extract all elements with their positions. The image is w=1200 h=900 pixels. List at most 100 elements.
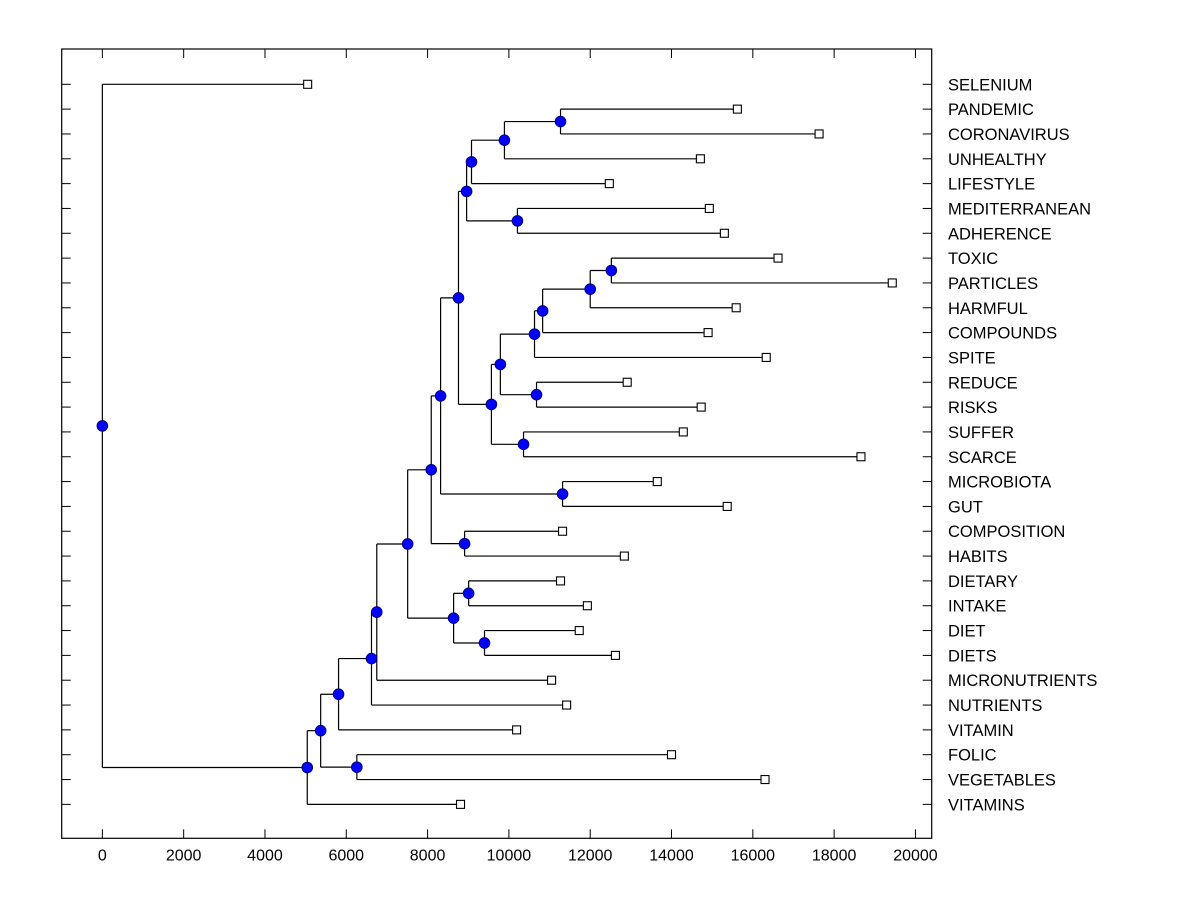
leaf-label-harmful: HARMFUL <box>948 300 1028 318</box>
leaf-labels-group: SELENIUM PANDEMIC CORONAVIRUS UNHEALTHY LIFE… <box>948 76 1097 814</box>
node-dot-n-mid1 <box>494 358 507 371</box>
node-dot-n-tp <box>605 264 618 277</box>
leaf-marker-lifestyle <box>604 179 614 189</box>
node-dot-n-tphcs <box>528 328 541 340</box>
leaf-label-selenium: SELENIUM <box>948 76 1032 94</box>
x-tick-label: 8000 <box>410 847 446 864</box>
node-dot-n-nutr <box>365 652 378 665</box>
leaf-marker-adherence <box>719 228 729 238</box>
leaf-label-lifestyle: LIFESTYLE <box>948 176 1035 194</box>
x-tick-label: 2000 <box>166 847 202 864</box>
node-dot-n-pcu <box>498 134 511 146</box>
leaf-marker-diet <box>574 626 584 636</box>
leaf-marker-toxic <box>773 253 783 263</box>
leaf-marker-coronavirus <box>814 129 824 139</box>
node-dot-n-mg <box>556 488 569 500</box>
x-tick-label: 14000 <box>649 847 694 864</box>
leaf-label-mediterranean: MEDITERRANEAN <box>948 200 1091 218</box>
node-dot-n-pc <box>554 115 567 128</box>
node-dot-n-ma <box>511 215 524 227</box>
leaf-marker-nutrients <box>562 700 572 710</box>
leaf-marker-vitamin <box>512 725 522 735</box>
leaf-label-gut: GUT <box>948 498 983 516</box>
leaf-marker-micronutrients <box>547 675 557 685</box>
leaf-label-coronavirus: CORONAVIRUS <box>948 126 1070 144</box>
leaf-label-dietary: DIETARY <box>948 573 1018 591</box>
leaf-label-suffer: SUFFER <box>948 424 1014 442</box>
leaf-label-compounds: COMPOUNDS <box>948 325 1057 343</box>
leaf-marker-reduce <box>622 377 632 387</box>
leaf-marker-dietary <box>555 576 566 586</box>
plot-frame-group <box>61 48 933 839</box>
leaf-label-habits: HABITS <box>948 548 1008 566</box>
leaf-marker-diets <box>610 650 620 660</box>
x-tick-label: 0 <box>98 847 107 864</box>
leaf-label-toxic: TOXIC <box>948 250 998 268</box>
leaf-marker-folic <box>666 750 677 760</box>
leaf-label-vitamins: VITAMINS <box>948 796 1025 814</box>
internal-nodes-group <box>96 115 618 774</box>
node-dot-n-bigch <box>425 463 438 476</box>
leaf-marker-vitamins <box>455 799 466 809</box>
node-dot-n-di <box>462 587 475 600</box>
node-dot-root <box>96 420 109 432</box>
leaf-marker-mediterranean <box>704 203 714 213</box>
leaf-label-micronutrients: MICRONUTRIENTS <box>948 672 1097 690</box>
leaf-marker-microbiota <box>652 477 662 487</box>
leaf-label-composition: COMPOSITION <box>948 523 1065 541</box>
leaf-label-pandemic: PANDEMIC <box>948 101 1034 119</box>
leaf-marker-risks <box>696 402 706 412</box>
leaf-marker-gut <box>722 501 732 511</box>
x-tick-label: 10000 <box>487 847 532 864</box>
leaf-marker-vegetables <box>760 774 770 785</box>
leaf-marker-suffer <box>678 427 688 437</box>
node-dot-n-mid2 <box>485 398 498 411</box>
leaf-label-scarce: SCARCE <box>948 449 1017 467</box>
leaf-marker-selenium <box>303 79 313 89</box>
leaf-marker-spite <box>761 352 771 362</box>
leaf-marker-harmful <box>731 303 741 313</box>
leaf-label-adherence: ADHERENCE <box>948 225 1052 243</box>
leaf-label-vitamin: VITAMIN <box>948 722 1014 740</box>
leaf-marker-pandemic <box>732 104 742 114</box>
node-dot-n-fv <box>351 761 363 773</box>
x-tick-label: 18000 <box>812 847 857 864</box>
leaf-label-unhealthy: UNHEALTHY <box>948 151 1047 169</box>
node-dot-n-vitfv <box>314 724 327 737</box>
leaf-label-vegetables: VEGETABLES <box>948 772 1056 790</box>
leaf-label-intake: INTAKE <box>948 598 1006 616</box>
leaf-label-nutrients: NUTRIENTS <box>948 697 1042 715</box>
leaf-marker-compounds <box>703 328 713 338</box>
x-tick-label: 12000 <box>568 847 613 864</box>
x-tick-labels-group: 0 2000 4000 6000 8000 10000 12000 14000 16000 180… <box>98 847 938 864</box>
node-dot-n-main <box>401 538 414 550</box>
leaf-label-folic: FOLIC <box>948 747 997 765</box>
leaf-marker-scarce <box>856 452 866 462</box>
node-dot-n-ch <box>458 537 471 550</box>
node-dot-n-bigmg <box>434 390 447 402</box>
x-tick-label: 4000 <box>247 847 283 864</box>
leaf-label-diet: DIET <box>948 623 986 641</box>
leaf-markers-group <box>303 79 897 809</box>
x-tick-label: 6000 <box>328 847 364 864</box>
leaf-marker-particles <box>887 278 897 288</box>
node-dot-n-upper <box>460 185 473 198</box>
leaf-marker-composition <box>558 526 568 536</box>
leaf-label-particles: PARTICLES <box>948 275 1038 293</box>
node-dot-n-diet <box>447 612 460 624</box>
leaf-marker-intake <box>582 601 592 611</box>
x-tick-label: 16000 <box>731 847 776 864</box>
leaf-label-reduce: REDUCE <box>948 374 1018 392</box>
node-dot-n-dd <box>478 637 491 649</box>
leaf-label-risks: RISKS <box>948 399 998 417</box>
leaf-label-diets: DIETS <box>948 647 997 665</box>
node-dot-n-vit <box>332 688 345 701</box>
leaf-marker-habits <box>619 551 629 561</box>
node-dot-n-tphc <box>536 305 549 317</box>
leaf-label-spite: SPITE <box>948 349 996 367</box>
node-dot-n-ss <box>517 438 530 451</box>
leaf-label-microbiota: MICROBIOTA <box>948 474 1051 492</box>
node-dot-n-rr <box>530 388 543 401</box>
node-dot-n-micro <box>370 606 383 618</box>
